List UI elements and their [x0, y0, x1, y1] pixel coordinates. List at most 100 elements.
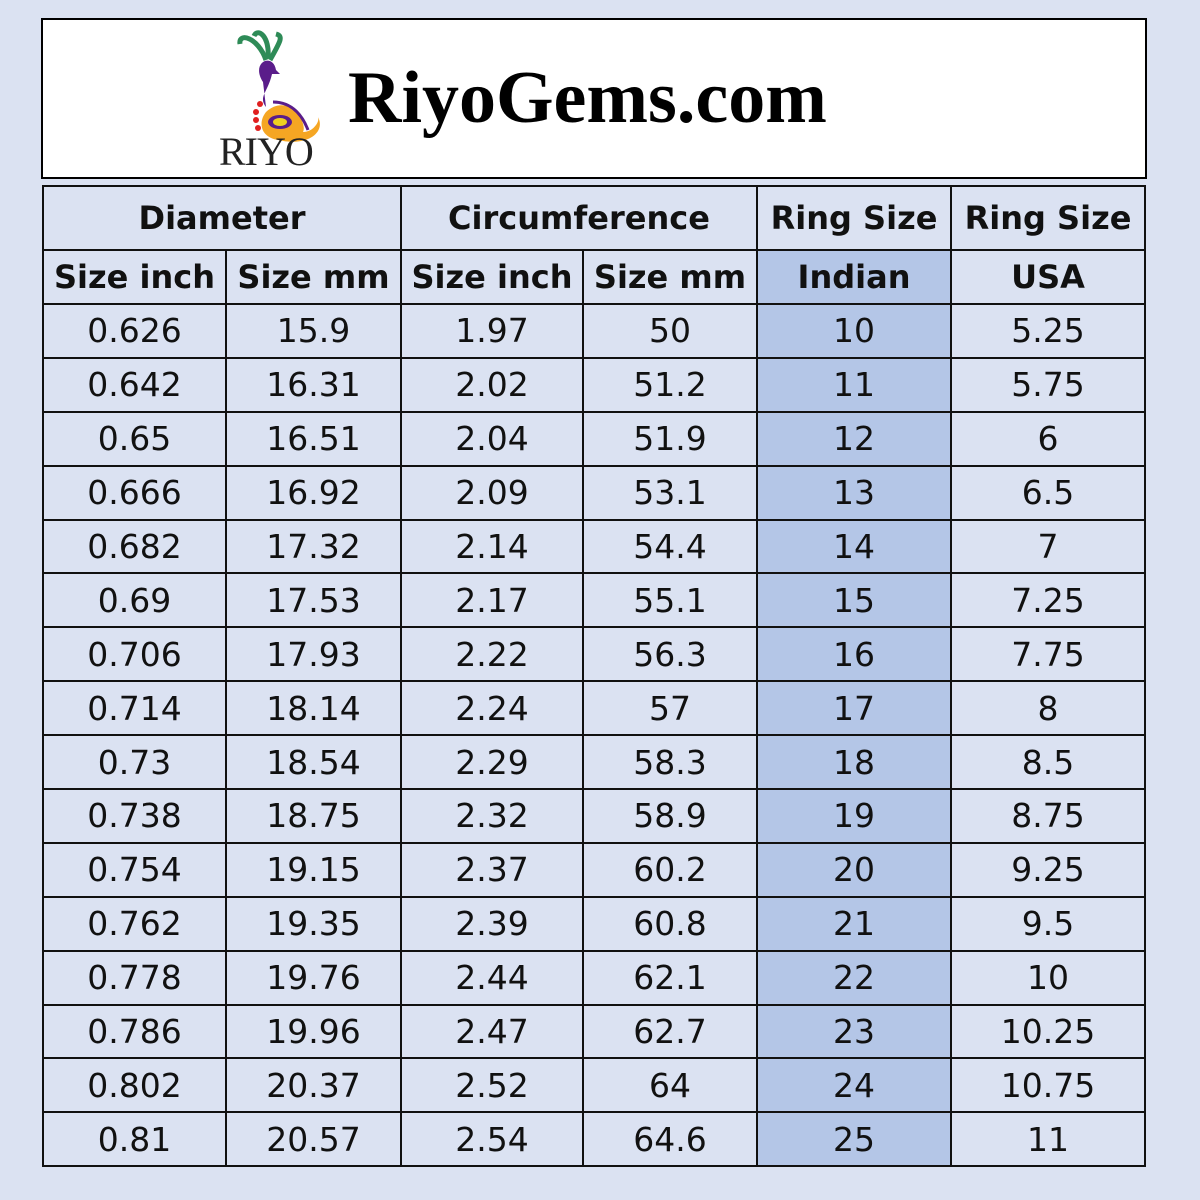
group-header-diameter: Diameter [42, 185, 402, 251]
site-title: RiyoGems.com [348, 57, 827, 139]
table-cell: 11 [950, 1111, 1146, 1168]
table-cell: 54.4 [582, 518, 758, 575]
table-cell: 10.25 [950, 1003, 1146, 1060]
table-cell: 56.3 [582, 626, 758, 683]
table-cell: 16.92 [225, 464, 402, 521]
table-cell: 0.73 [42, 734, 227, 791]
table-cell: 62.7 [582, 1003, 758, 1060]
table-cell: 25 [756, 1111, 952, 1168]
table-cell: 0.666 [42, 464, 227, 521]
table-cell: 18.75 [225, 788, 402, 844]
table-cell: 51.2 [582, 356, 758, 413]
table-cell: 60.2 [582, 841, 758, 898]
table-row: 0.626 15.9 1.97 50 10 5.25 [42, 303, 1146, 359]
table-cell: 19.35 [225, 895, 402, 952]
table-cell: 10.75 [950, 1057, 1146, 1114]
table-cell: 58.3 [582, 734, 758, 791]
table-cell: 12 [756, 410, 952, 467]
table-cell: 64 [582, 1057, 758, 1114]
table-cell: 2.37 [400, 841, 584, 898]
group-header-ring-size-usa: Ring Size [950, 185, 1146, 251]
table-cell: 0.81 [42, 1111, 227, 1168]
table-cell: 19.96 [225, 1003, 402, 1060]
col-header: USA [950, 249, 1146, 305]
table-row: 0.706 17.93 2.22 56.3 16 7.75 [42, 626, 1146, 683]
table-cell: 18.54 [225, 734, 402, 791]
table-cell: 11 [756, 356, 952, 413]
table-cell: 23 [756, 1003, 952, 1060]
table-cell: 20.37 [225, 1057, 402, 1114]
table-cell: 9.5 [950, 895, 1146, 952]
table-cell: 0.738 [42, 788, 227, 844]
table-cell: 16.31 [225, 356, 402, 413]
table-cell: 24 [756, 1057, 952, 1114]
col-header: Size mm [225, 249, 402, 305]
table-cell: 2.47 [400, 1003, 584, 1060]
col-header: Size mm [582, 249, 758, 305]
table-cell: 22 [756, 949, 952, 1006]
table-cell: 18.14 [225, 680, 402, 737]
table-cell: 0.714 [42, 680, 227, 737]
table-row: 0.754 19.15 2.37 60.2 20 9.25 [42, 841, 1146, 898]
table-cell: 8.5 [950, 734, 1146, 791]
col-header: Indian [756, 249, 952, 305]
table-cell: 19 [756, 788, 952, 844]
table-row: 0.69 17.53 2.17 55.1 15 7.25 [42, 572, 1146, 629]
table-cell: 10 [950, 949, 1146, 1006]
table-cell: 0.65 [42, 410, 227, 467]
table-cell: 2.52 [400, 1057, 584, 1114]
table-cell: 14 [756, 518, 952, 575]
table-cell: 2.29 [400, 734, 584, 791]
table-cell: 0.706 [42, 626, 227, 683]
col-header: Size inch [400, 249, 584, 305]
logo-text: RIYO [219, 129, 314, 174]
table-cell: 17.93 [225, 626, 402, 683]
header-banner: RIYO RiyoGems.com [41, 18, 1147, 179]
table-row: 0.786 19.96 2.47 62.7 23 10.25 [42, 1003, 1146, 1060]
table-cell: 0.786 [42, 1003, 227, 1060]
table-row: 0.762 19.35 2.39 60.8 21 9.5 [42, 895, 1146, 952]
table-row: 0.666 16.92 2.09 53.1 13 6.5 [42, 464, 1146, 521]
table-cell: 16 [756, 626, 952, 683]
table-cell: 2.54 [400, 1111, 584, 1168]
table-cell: 0.802 [42, 1057, 227, 1114]
table-cell: 15.9 [225, 303, 402, 359]
table-cell: 57 [582, 680, 758, 737]
table-cell: 17 [756, 680, 952, 737]
table-cell: 64.6 [582, 1111, 758, 1168]
table-row: 0.682 17.32 2.14 54.4 14 7 [42, 518, 1146, 575]
table-cell: 0.69 [42, 572, 227, 629]
table-cell: 0.682 [42, 518, 227, 575]
table-cell: 13 [756, 464, 952, 521]
table-cell: 20.57 [225, 1111, 402, 1168]
table-cell: 0.762 [42, 895, 227, 952]
table-row: 0.802 20.37 2.52 64 24 10.75 [42, 1057, 1146, 1114]
table-cell: 2.04 [400, 410, 584, 467]
table-cell: 0.642 [42, 356, 227, 413]
group-header-circumference: Circumference [400, 185, 758, 251]
ring-size-table: Diameter Circumference Ring Size Ring Si… [42, 185, 1146, 1168]
table-cell: 2.44 [400, 949, 584, 1006]
table-cell: 58.9 [582, 788, 758, 844]
table-cell: 2.39 [400, 895, 584, 952]
table-cell: 17.32 [225, 518, 402, 575]
table-cell: 60.8 [582, 895, 758, 952]
table-cell: 2.32 [400, 788, 584, 844]
table-cell: 15 [756, 572, 952, 629]
table-cell: 51.9 [582, 410, 758, 467]
table-cell: 0.778 [42, 949, 227, 1006]
table-row: 0.714 18.14 2.24 57 17 8 [42, 680, 1146, 737]
table-cell: 53.1 [582, 464, 758, 521]
table-cell: 19.76 [225, 949, 402, 1006]
table-cell: 7 [950, 518, 1146, 575]
table-cell: 5.75 [950, 356, 1146, 413]
table-cell: 50 [582, 303, 758, 359]
table-cell: 9.25 [950, 841, 1146, 898]
table-cell: 10 [756, 303, 952, 359]
table-row: 0.81 20.57 2.54 64.6 25 11 [42, 1111, 1146, 1168]
table-row: 0.778 19.76 2.44 62.1 22 10 [42, 949, 1146, 1006]
table-cell: 2.02 [400, 356, 584, 413]
table-cell: 0.754 [42, 841, 227, 898]
table-cell: 1.97 [400, 303, 584, 359]
table-cell: 5.25 [950, 303, 1146, 359]
